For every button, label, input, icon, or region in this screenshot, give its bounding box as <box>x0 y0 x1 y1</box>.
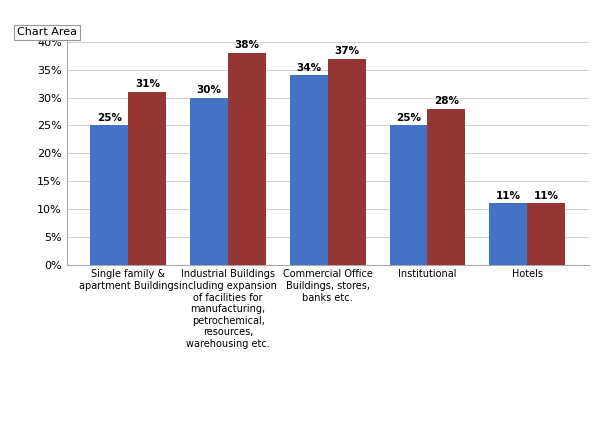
Bar <box>228 53 266 265</box>
Text: 38%: 38% <box>234 40 260 50</box>
Bar <box>527 203 565 265</box>
Bar <box>129 92 166 265</box>
Text: 25%: 25% <box>396 113 421 123</box>
Bar <box>190 97 228 265</box>
Text: Chart Area: Chart Area <box>17 27 77 37</box>
Bar <box>489 203 527 265</box>
Text: 31%: 31% <box>135 79 160 89</box>
Bar <box>290 75 328 265</box>
Text: 11%: 11% <box>534 191 558 201</box>
Text: 34%: 34% <box>296 63 321 73</box>
Text: 37%: 37% <box>334 46 359 56</box>
Bar <box>90 126 129 265</box>
Bar <box>427 109 466 265</box>
Text: 25%: 25% <box>97 113 122 123</box>
Text: 11%: 11% <box>496 191 521 201</box>
Text: 30%: 30% <box>197 85 222 95</box>
Bar <box>390 126 427 265</box>
Text: 28%: 28% <box>434 96 459 106</box>
Bar <box>328 59 365 265</box>
